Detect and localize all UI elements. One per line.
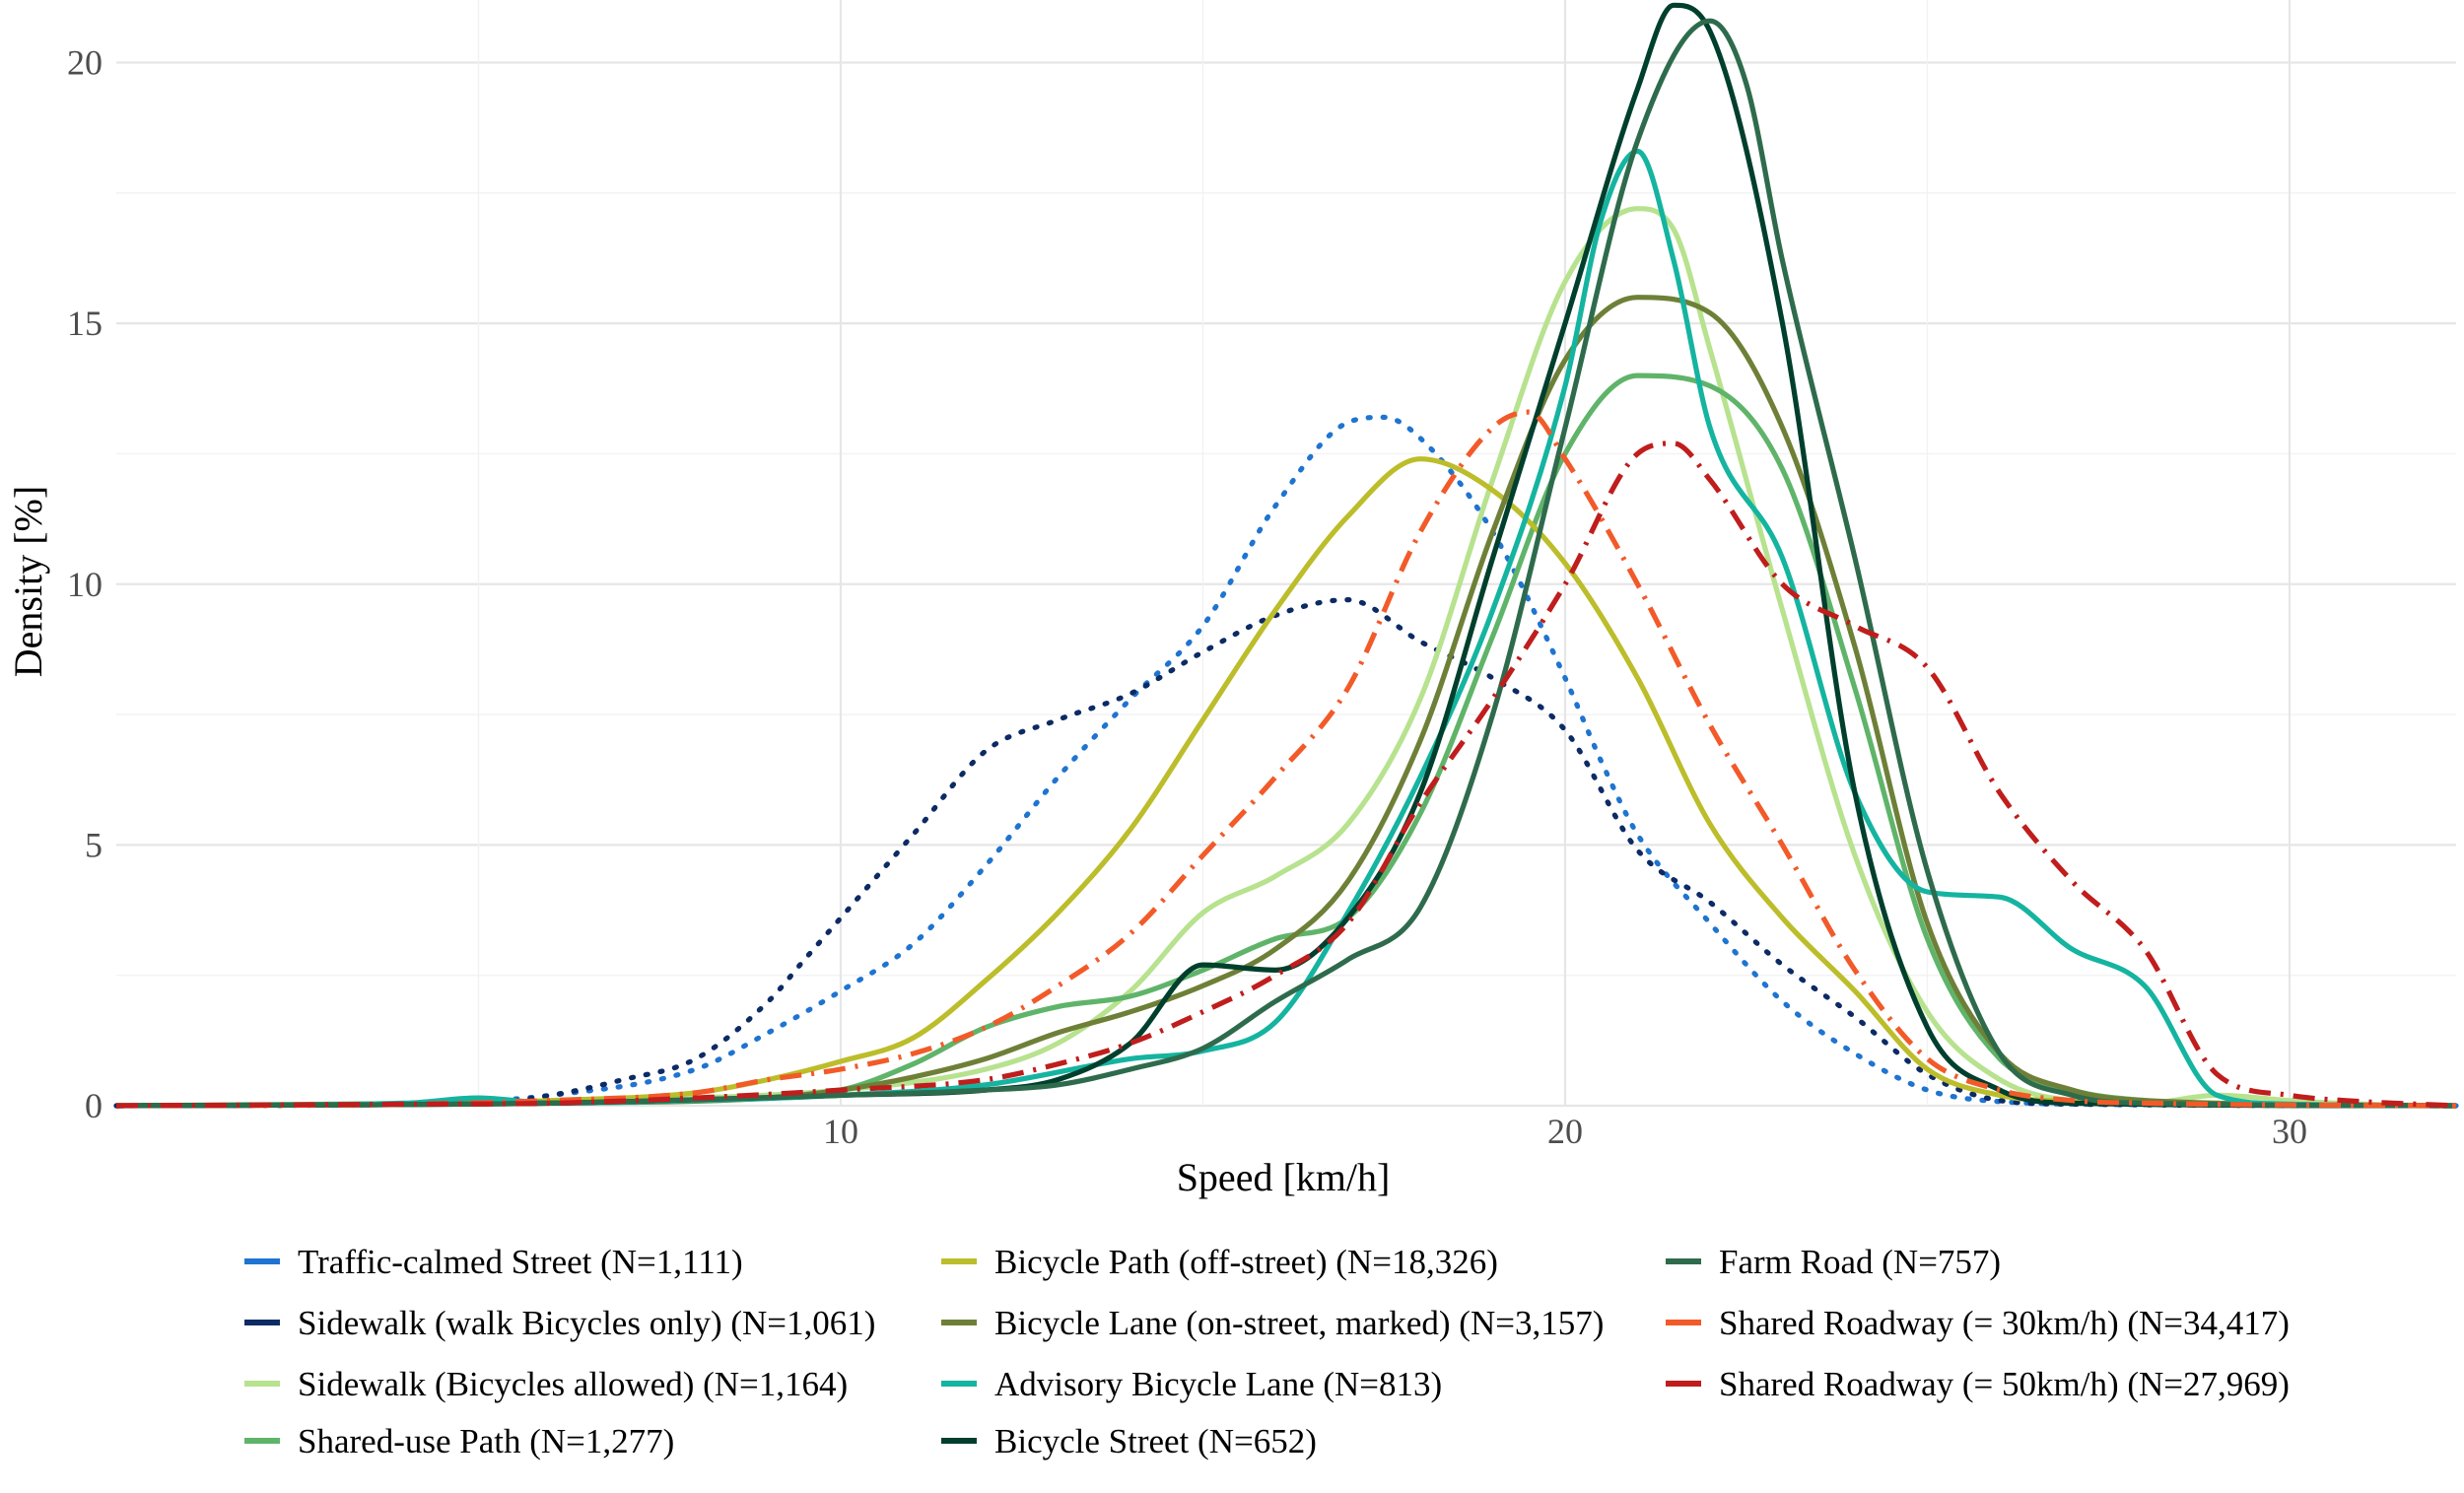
y-tick-label: 15	[67, 304, 103, 343]
legend-label-5: Bicycle Path (off-street) (N=18,326)	[994, 1243, 1498, 1281]
x-tick-label: 20	[1547, 1112, 1583, 1151]
legend-label-11: Shared Roadway (= 50km/h) (N=27,969)	[1719, 1365, 2290, 1403]
legend-label-1: Traffic-calmed Street (N=1,111)	[298, 1243, 743, 1281]
legend: Traffic-calmed Street (N=1,111) Sidewalk …	[244, 1243, 2290, 1460]
legend-label-10: Shared Roadway (= 30km/h) (N=34,417)	[1719, 1304, 2290, 1342]
legend-label-8: Bicycle Street (N=652)	[994, 1422, 1317, 1460]
series-line-5	[115, 456, 2457, 1109]
y-tick-label: 20	[67, 43, 103, 83]
series-line-9	[115, 18, 2457, 1109]
y-tick-label: 5	[85, 825, 103, 864]
y-tick-label: 0	[85, 1086, 103, 1125]
x-tick-label: 10	[823, 1112, 858, 1151]
legend-label-7: Advisory Bicycle Lane (N=813)	[994, 1365, 1442, 1403]
x-axis-title: Speed [km/h]	[1177, 1155, 1391, 1199]
series-line-11	[115, 441, 2457, 1109]
series-lines	[113, 2, 2459, 1109]
y-axis-title: Density [%]	[6, 486, 50, 677]
x-tick-label: 30	[2272, 1112, 2307, 1151]
legend-label-6: Bicycle Lane (on-street, marked) (N=3,15…	[994, 1304, 1604, 1342]
axes: 0 5 10 15 20 10 20 30	[67, 43, 2307, 1151]
legend-label-3: Sidewalk (Bicycles allowed) (N=1,164)	[298, 1365, 848, 1403]
legend-label-9: Farm Road (N=757)	[1719, 1243, 2001, 1281]
legend-label-2: Sidewalk (walk Bicycles only) (N=1,061)	[298, 1304, 875, 1342]
series-line-2	[113, 597, 2459, 1109]
series-line-1	[113, 414, 2459, 1109]
legend-label-4: Shared-use Path (N=1,277)	[298, 1422, 674, 1460]
y-tick-label: 10	[67, 565, 103, 604]
